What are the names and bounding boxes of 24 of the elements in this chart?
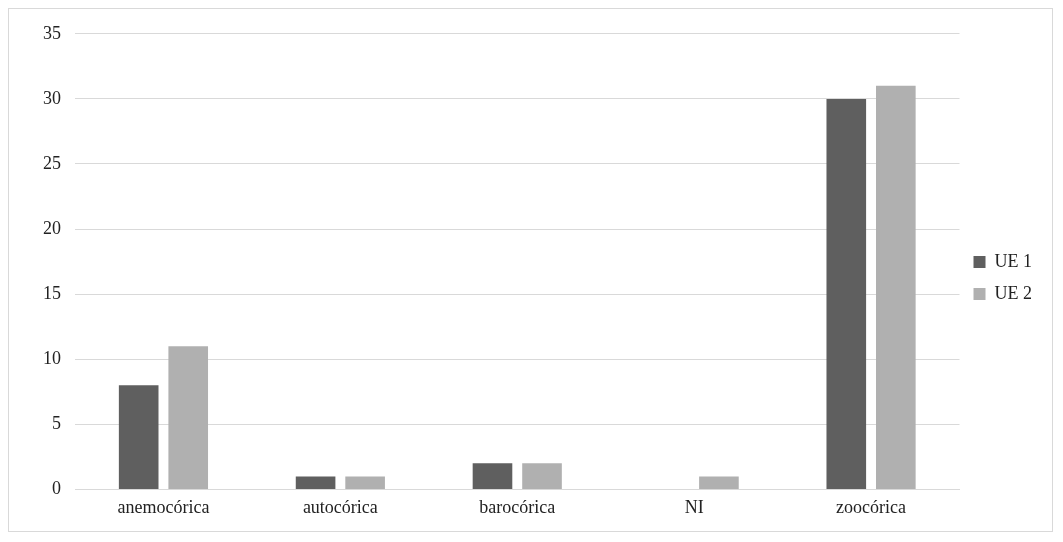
x-tick-label: zoocórica <box>836 496 907 517</box>
x-tick-label: autocórica <box>302 496 378 517</box>
y-tick-label: 15 <box>43 282 61 303</box>
y-tick-label: 25 <box>43 152 61 173</box>
bar <box>522 463 562 489</box>
bar <box>699 476 739 489</box>
x-tick-label: anemocórica <box>117 496 210 517</box>
legend-label: UE 1 <box>994 250 1033 271</box>
y-tick-label: 5 <box>52 413 61 434</box>
x-tick-label: NI <box>684 496 704 517</box>
bar <box>168 346 209 489</box>
bar <box>826 98 867 489</box>
bar <box>295 476 336 489</box>
y-tick-label: 0 <box>52 478 61 499</box>
y-tick-label: 30 <box>43 87 61 108</box>
bar <box>118 385 159 489</box>
bar <box>345 476 385 489</box>
y-tick-label: 10 <box>43 347 61 368</box>
bar <box>876 85 916 489</box>
y-tick-label: 20 <box>43 217 61 238</box>
legend-label: UE 2 <box>994 282 1033 303</box>
x-tick-label: barocórica <box>479 496 556 517</box>
bar <box>472 463 513 489</box>
y-tick-label: 35 <box>43 22 61 43</box>
